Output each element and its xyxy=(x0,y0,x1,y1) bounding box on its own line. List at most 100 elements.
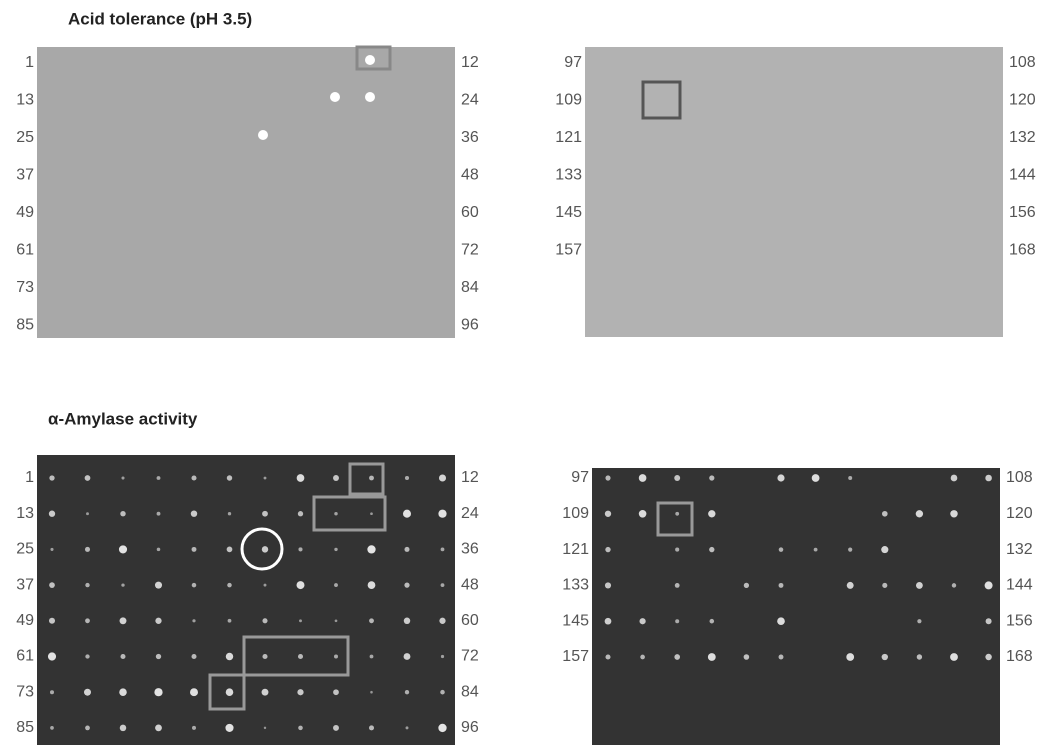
colony xyxy=(369,476,374,481)
colony xyxy=(985,654,991,660)
colony xyxy=(367,545,375,553)
colony xyxy=(262,511,268,517)
colony xyxy=(226,653,233,660)
row-label: 144 xyxy=(1006,577,1033,594)
row-label: 12 xyxy=(461,54,479,71)
colony xyxy=(405,690,409,694)
row-label: 145 xyxy=(555,204,582,221)
row-label: 1 xyxy=(25,469,34,486)
colony xyxy=(916,510,923,517)
row-label: 168 xyxy=(1006,648,1033,665)
colony xyxy=(262,618,267,623)
colony xyxy=(264,727,266,729)
colony xyxy=(85,547,90,552)
colony xyxy=(330,92,340,102)
row-label: 25 xyxy=(16,541,34,558)
row-label: 37 xyxy=(16,576,34,593)
colony xyxy=(192,619,195,622)
row-label: 49 xyxy=(16,612,34,629)
row-label: 85 xyxy=(16,719,34,736)
colony xyxy=(675,619,679,623)
row-label: 84 xyxy=(461,683,479,700)
colony xyxy=(86,512,89,515)
row-label: 60 xyxy=(461,204,479,221)
colony xyxy=(404,618,410,624)
colony xyxy=(709,547,714,552)
colony xyxy=(298,726,303,731)
row-label: 13 xyxy=(16,92,34,109)
colony xyxy=(438,510,446,518)
row-label: 61 xyxy=(16,648,34,665)
colony xyxy=(120,511,125,516)
colony xyxy=(227,475,232,480)
row-label: 157 xyxy=(555,242,582,259)
colony xyxy=(50,548,53,551)
colony xyxy=(441,548,445,552)
colony xyxy=(370,512,373,515)
colony xyxy=(882,583,887,588)
colony xyxy=(225,724,233,732)
colony xyxy=(404,547,409,552)
colony xyxy=(814,548,818,552)
colony xyxy=(370,691,373,694)
colony xyxy=(605,618,612,625)
colony xyxy=(192,583,197,588)
colony xyxy=(298,654,303,659)
colony xyxy=(985,581,993,589)
colony xyxy=(84,689,91,696)
colony xyxy=(262,546,268,552)
colony xyxy=(639,474,647,482)
colony xyxy=(404,653,411,660)
colony xyxy=(917,619,921,623)
colony xyxy=(369,725,374,730)
row-label: 37 xyxy=(16,167,34,184)
colony xyxy=(120,725,127,732)
colony xyxy=(48,652,56,660)
colony xyxy=(709,475,714,480)
colony xyxy=(675,548,679,552)
colony xyxy=(951,475,958,482)
colony xyxy=(155,618,161,624)
colony xyxy=(334,655,338,659)
colony xyxy=(744,654,750,660)
colony xyxy=(777,474,784,481)
colony xyxy=(605,511,611,517)
colony xyxy=(710,619,715,624)
row-label: 156 xyxy=(1009,204,1036,221)
colony xyxy=(779,583,784,588)
row-label: 49 xyxy=(16,204,34,221)
colony xyxy=(120,654,125,659)
row-label: 109 xyxy=(555,92,582,109)
colony xyxy=(192,726,196,730)
row-label: 12 xyxy=(461,469,479,486)
colony xyxy=(985,475,992,482)
row-label: 73 xyxy=(16,279,34,296)
colony xyxy=(49,475,54,480)
row-label: 25 xyxy=(16,129,34,146)
colony xyxy=(439,474,446,481)
colony xyxy=(119,545,127,553)
colony xyxy=(640,655,645,660)
colony xyxy=(777,617,785,625)
row-label: 132 xyxy=(1009,129,1036,146)
colony xyxy=(334,583,338,587)
colony xyxy=(370,655,374,659)
colony xyxy=(156,654,161,659)
colony xyxy=(882,511,888,517)
row-label: 120 xyxy=(1006,505,1033,522)
colony xyxy=(264,477,267,480)
panel-title: α-Amylase activity xyxy=(48,409,198,428)
colony xyxy=(228,512,231,515)
colony xyxy=(744,583,749,588)
row-label: 132 xyxy=(1006,541,1033,558)
plate xyxy=(37,455,455,745)
colony xyxy=(917,654,922,659)
colony xyxy=(406,726,409,729)
colony xyxy=(403,510,411,518)
colony xyxy=(986,618,992,624)
plate xyxy=(37,47,455,338)
row-label: 121 xyxy=(555,129,582,146)
row-label: 120 xyxy=(1009,92,1036,109)
colony xyxy=(916,582,923,589)
